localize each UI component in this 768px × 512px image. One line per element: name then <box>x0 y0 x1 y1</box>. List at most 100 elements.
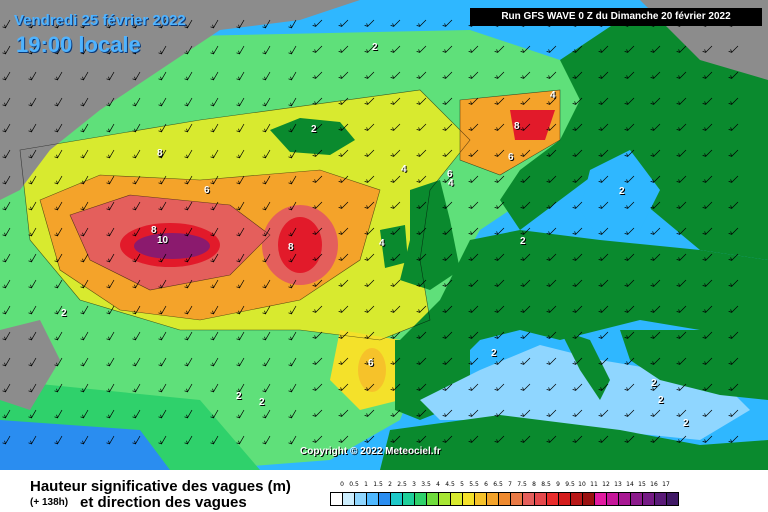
wave-arrow <box>312 227 323 235</box>
wave-arrow <box>28 331 37 341</box>
contour-label: 2 <box>619 186 625 197</box>
wave-arrow <box>546 227 557 235</box>
legend-tick: 9 <box>556 481 560 488</box>
wave-arrow <box>728 227 739 235</box>
wave-arrow <box>702 331 713 339</box>
wave-arrow <box>442 279 453 287</box>
legend-tick: 5 <box>460 481 464 488</box>
wave-arrow <box>338 305 349 313</box>
wave-arrow <box>28 409 37 419</box>
contour-label: 6 <box>447 169 453 180</box>
contour-label: 8 <box>151 225 157 236</box>
wave-arrow <box>494 97 505 105</box>
wave-arrow <box>598 435 609 443</box>
wave-arrow <box>288 253 297 263</box>
legend-tick: 7.5 <box>517 481 527 488</box>
wave-arrow <box>312 331 323 339</box>
wave-arrow <box>624 357 635 365</box>
wave-arrow <box>390 19 401 27</box>
wave-arrow <box>132 201 141 211</box>
legend-tick: 15 <box>638 481 646 488</box>
land-scandinavia <box>500 0 768 260</box>
wave-arrow <box>288 149 297 159</box>
legend-color-scale <box>330 492 679 506</box>
wave-arrow <box>494 357 505 365</box>
wave-arrow <box>106 253 115 263</box>
wave-arrow <box>132 253 141 263</box>
wave-arrow <box>572 71 583 79</box>
wave-arrow <box>702 45 713 53</box>
wave-arrow <box>106 19 115 29</box>
wave-arrow <box>390 435 401 443</box>
wave-arrow <box>416 383 427 391</box>
wave-arrow <box>2 201 11 211</box>
wave-arrow <box>546 149 557 157</box>
contour-label: 4 <box>550 90 556 101</box>
wave-arrow <box>338 227 349 235</box>
map-canvas <box>0 0 768 470</box>
wave-arrow <box>702 435 713 443</box>
wave-arrow <box>210 279 219 289</box>
wave-arrow <box>288 357 297 367</box>
wave-arrow <box>80 175 89 185</box>
wave-arrow <box>546 253 557 261</box>
wave-arrow <box>2 175 11 185</box>
wave-arrow <box>416 19 427 27</box>
wave-arrow <box>288 175 297 185</box>
wave-arrow <box>468 149 479 157</box>
wave-arrow <box>702 175 713 183</box>
wave-arrow <box>676 383 687 391</box>
wave-arrow <box>702 227 713 235</box>
wave-arrow <box>468 383 479 391</box>
wave-arrow <box>262 357 271 367</box>
contour-label: 2 <box>683 418 689 429</box>
wave-arrow <box>158 383 167 393</box>
wave-arrow <box>416 409 427 417</box>
wave-arrow <box>80 201 89 211</box>
wave-arrow <box>132 71 141 81</box>
wave-arrow <box>338 331 349 339</box>
wave-arrow <box>210 175 219 185</box>
wave-core-peak <box>134 233 210 259</box>
wave-arrow <box>338 201 349 209</box>
contour-label: 4 <box>379 238 385 249</box>
wave-arrow <box>28 201 37 211</box>
legend-tick: 10 <box>578 481 586 488</box>
wave-arrow <box>236 175 245 185</box>
wave-arrow <box>54 175 63 185</box>
wave-arrow <box>390 123 401 131</box>
wave-arrow <box>416 201 427 209</box>
wave-arrow <box>442 45 453 53</box>
wave-arrow <box>364 19 375 27</box>
wave-arrow <box>262 201 271 211</box>
wave-arrow <box>598 97 609 105</box>
wave-arrow <box>184 357 193 367</box>
wave-arrow <box>572 149 583 157</box>
wave-arrow <box>650 227 661 235</box>
wave-arrow <box>442 409 453 417</box>
wave-arrow <box>572 409 583 417</box>
wave-arrow <box>132 305 141 315</box>
wave-arrow <box>262 175 271 185</box>
wave-arrow <box>650 201 661 209</box>
wave-arrow <box>210 409 219 419</box>
wave-arrow <box>54 19 63 29</box>
wave-arrow <box>80 71 89 81</box>
land-africa <box>380 415 768 470</box>
legend-tick: 6.5 <box>493 481 503 488</box>
wave-arrow <box>494 175 505 183</box>
wave-arrow <box>184 71 193 81</box>
wave-arrow <box>728 71 739 79</box>
wave-arrow <box>676 97 687 105</box>
wave-arrow <box>28 279 37 289</box>
wave-arrow <box>494 201 505 209</box>
wave-arrow <box>702 97 713 105</box>
wave-arrow <box>132 435 141 445</box>
wave-arrow <box>80 227 89 237</box>
wave-arrow <box>80 123 89 133</box>
wave-arrow <box>210 357 219 367</box>
contour-lines <box>19 89 561 341</box>
wave-arrow <box>312 357 323 365</box>
wave-arrow <box>210 227 219 237</box>
wave-arrow <box>338 435 349 443</box>
